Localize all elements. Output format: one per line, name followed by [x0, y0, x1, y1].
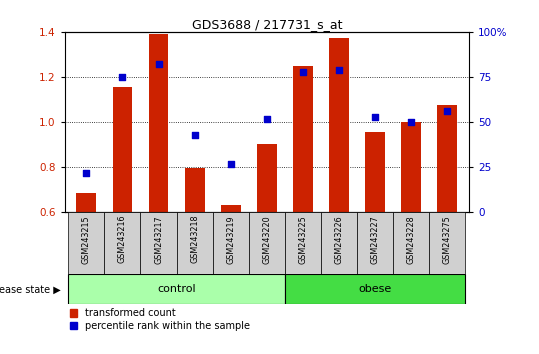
Text: GSM243227: GSM243227 [371, 215, 379, 264]
Bar [141, 212, 177, 274]
Text: GSM243217: GSM243217 [154, 215, 163, 263]
Bar [249, 212, 285, 274]
Bar [177, 212, 213, 274]
Bar [285, 274, 465, 304]
Bar [213, 212, 249, 274]
Bar [77, 193, 96, 212]
Point [407, 119, 416, 125]
Title: GDS3688 / 217731_s_at: GDS3688 / 217731_s_at [191, 18, 342, 31]
Text: GSM243215: GSM243215 [82, 215, 91, 263]
Legend: transformed count, percentile rank within the sample: transformed count, percentile rank withi… [70, 308, 250, 331]
Point [262, 116, 271, 121]
Bar [105, 212, 141, 274]
Text: GSM243228: GSM243228 [407, 215, 416, 263]
Bar [393, 212, 429, 274]
Bar [185, 169, 204, 212]
Bar [293, 66, 313, 212]
Point [82, 170, 91, 176]
Text: GSM243226: GSM243226 [335, 215, 343, 263]
Text: GSM243275: GSM243275 [443, 215, 452, 264]
Bar [365, 132, 385, 212]
Bar [113, 87, 133, 212]
Bar [285, 212, 321, 274]
Point [443, 108, 452, 114]
Point [371, 114, 379, 120]
Text: obese: obese [358, 284, 392, 295]
Bar [329, 38, 349, 212]
Bar [257, 144, 277, 212]
Bar [321, 212, 357, 274]
Point [299, 69, 307, 74]
Text: GSM243218: GSM243218 [190, 215, 199, 263]
Text: control: control [157, 284, 196, 295]
Point [118, 74, 127, 80]
Point [226, 161, 235, 166]
Text: GSM243220: GSM243220 [262, 215, 271, 263]
Bar [149, 34, 169, 212]
Bar [437, 105, 457, 212]
Text: GSM243225: GSM243225 [299, 215, 307, 264]
Bar [68, 274, 285, 304]
Bar [221, 205, 240, 212]
Point [154, 62, 163, 67]
Bar [68, 212, 105, 274]
Bar [357, 212, 393, 274]
Bar [429, 212, 465, 274]
Point [190, 132, 199, 138]
Point [335, 67, 343, 73]
Text: GSM243219: GSM243219 [226, 215, 235, 263]
Text: disease state ▶: disease state ▶ [0, 284, 60, 295]
Text: GSM243216: GSM243216 [118, 215, 127, 263]
Bar [401, 122, 421, 212]
